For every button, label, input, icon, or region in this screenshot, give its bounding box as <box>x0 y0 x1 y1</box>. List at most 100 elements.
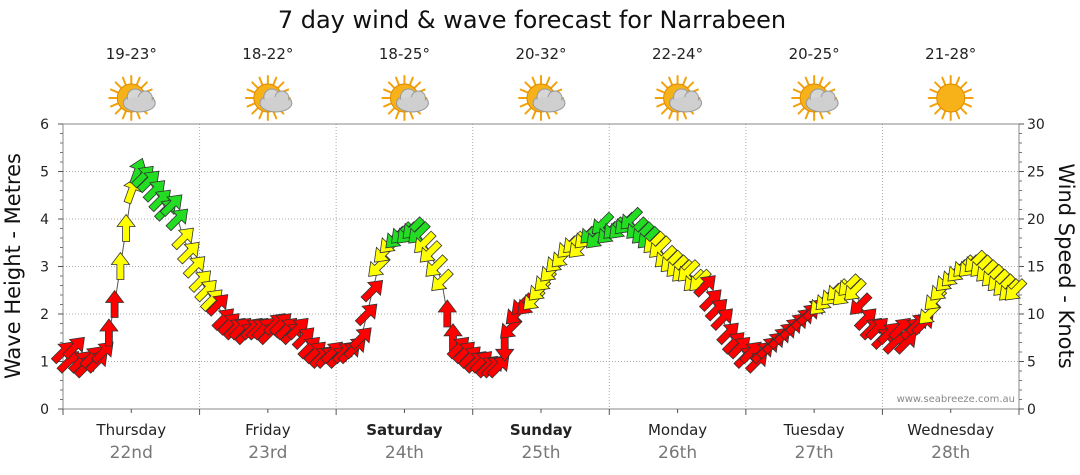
left-tick-label: 1 <box>40 355 49 371</box>
watermark: www.seabreeze.com.au <box>897 394 1015 405</box>
right-tick-label: 15 <box>1027 260 1045 276</box>
sun-ray <box>135 76 141 87</box>
left-tick-label: 3 <box>40 260 49 276</box>
sun-ray <box>272 76 278 87</box>
right-tick-label: 30 <box>1027 117 1045 133</box>
day-labels: Thursday 22nd Friday 23rd Saturday 24th Sunday… <box>62 409 1020 463</box>
sun-ray <box>395 76 401 87</box>
sun-ray <box>668 76 674 87</box>
day-date-label: 27th <box>795 443 834 463</box>
temperature-range: 21-28° <box>925 45 976 63</box>
left-axis-title: Wave Height - Metres <box>1 153 25 379</box>
wind-arrow <box>1004 278 1028 301</box>
temperature-range: 18-22° <box>242 45 293 63</box>
sun-cloud-icon <box>654 75 703 121</box>
sun-ray <box>251 106 259 115</box>
left-tick-label: 4 <box>40 212 49 228</box>
weather-header: 19-23° 18-22° 18-25° 20-32° 22-24° 20-25° 21-2… <box>106 45 976 121</box>
sun-ray <box>251 81 259 90</box>
sun-ray <box>804 76 810 87</box>
day-name-label: Sunday <box>510 421 573 439</box>
temperature-range: 18-25° <box>379 45 430 63</box>
sun-ray <box>656 88 666 94</box>
sun-ray <box>109 102 120 108</box>
wind-arrow <box>171 227 194 251</box>
day-date-label: 28th <box>931 443 970 463</box>
sun-ray <box>818 76 824 87</box>
sun-ray <box>934 81 942 90</box>
left-axis: 0 1 2 3 4 5 6 <box>40 117 63 418</box>
sun-ray <box>929 88 939 94</box>
temperature-range: 19-23° <box>106 45 157 63</box>
sun-ray <box>661 81 669 90</box>
sun-ray <box>114 81 123 90</box>
sun-ray <box>531 76 537 87</box>
cloud-fill <box>397 97 428 111</box>
wind-arrow <box>486 355 510 379</box>
sun-ray <box>531 109 537 120</box>
sun-ray <box>792 88 803 94</box>
wind-arrow <box>425 254 449 277</box>
sun-icon <box>927 75 974 121</box>
wind-arrow <box>354 303 378 327</box>
sun-ray <box>519 102 530 108</box>
sun-ray <box>519 88 530 94</box>
sun-ray <box>121 76 127 87</box>
wind-arrow <box>437 299 458 328</box>
right-tick-label: 20 <box>1027 212 1045 228</box>
sun-ray <box>121 109 127 120</box>
sun-ray <box>258 109 264 120</box>
wind-arrow <box>176 241 200 265</box>
cloud-fill <box>260 97 291 111</box>
sun-cloud-icon <box>381 75 429 121</box>
day-name-label: Saturday <box>366 421 443 439</box>
cloud-fill <box>807 97 838 111</box>
chart-title: 7 day wind & wave forecast for Narrabeen <box>278 6 786 34</box>
day-date-label: 24th <box>385 443 424 463</box>
sun-ray <box>941 76 947 87</box>
wind-arrow <box>419 240 443 263</box>
sun-cloud-icon <box>108 75 156 121</box>
sun-ray <box>276 81 285 90</box>
wind-arrow <box>159 194 183 218</box>
day-date-label: 22nd <box>110 443 153 463</box>
left-tick-label: 0 <box>40 402 49 418</box>
sun-cloud-icon <box>791 75 839 121</box>
sun-ray <box>955 76 961 87</box>
wind-arrows <box>50 157 1028 379</box>
day-date-label: 26th <box>658 443 697 463</box>
sun-ray <box>941 109 947 120</box>
right-tick-label: 0 <box>1027 402 1036 418</box>
day-date-label: 23rd <box>248 443 287 463</box>
wind-arrow <box>62 336 85 360</box>
sun-ray <box>387 106 396 115</box>
sun-ray <box>246 102 256 108</box>
cloud-fill <box>124 97 155 111</box>
left-tick-label: 6 <box>40 117 49 133</box>
wind-arrow <box>99 318 119 347</box>
sun-ray <box>258 76 264 87</box>
wind-arrow <box>349 327 372 351</box>
temperature-range: 20-25° <box>789 45 840 63</box>
sun-ray <box>823 81 831 90</box>
wind-arrow <box>360 279 384 303</box>
sun-ray <box>109 88 120 94</box>
sun-ray <box>246 88 256 94</box>
sun-ray <box>408 76 414 87</box>
sun-cloud-icon <box>518 75 566 121</box>
sun-ray <box>955 109 961 120</box>
sun-ray <box>549 81 558 90</box>
sun-ray <box>114 106 123 115</box>
right-tick-label: 5 <box>1027 355 1036 371</box>
sun-ray <box>934 106 942 115</box>
temperature-range: 20-32° <box>515 45 566 63</box>
wind-arrow <box>693 275 716 298</box>
day-name-label: Tuesday <box>783 421 845 439</box>
sun-ray <box>959 106 968 115</box>
day-name-label: Thursday <box>95 421 166 439</box>
sun-ray <box>797 106 806 115</box>
right-tick-label: 25 <box>1027 165 1045 181</box>
sun-ray <box>929 102 939 108</box>
sun-ray <box>395 109 401 120</box>
